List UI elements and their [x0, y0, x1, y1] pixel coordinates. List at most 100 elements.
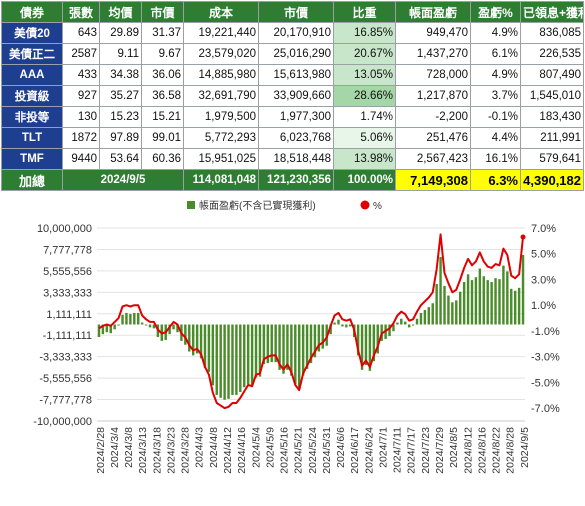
table-row: 非投等 130 15.23 15.21 1,979,500 1,977,300 … — [1, 106, 584, 128]
bar — [513, 290, 517, 325]
bar — [137, 312, 140, 325]
bar — [211, 324, 215, 386]
bar — [97, 324, 101, 338]
income-cell: 183,430 — [520, 106, 584, 128]
bar — [246, 324, 250, 385]
x-tick-label: 2024/4/3 — [194, 427, 206, 468]
qty-cell: 9440 — [62, 148, 100, 170]
x-axis: 2024/2/28 2024/3/4 2024/3/8 2024/3/13 2024/3… — [95, 420, 531, 474]
table-row: AAA 433 34.38 36.06 14,885,980 15,613,98… — [1, 64, 584, 86]
bar — [356, 324, 360, 356]
bar — [517, 287, 521, 325]
value-cell: 20,170,910 — [258, 22, 334, 44]
bar — [337, 319, 340, 325]
left-tick-label: -1,111,111 — [43, 330, 92, 342]
bar — [282, 324, 285, 374]
x-tick-label: 2024/5/31 — [321, 427, 333, 474]
avg-cell: 29.89 — [99, 22, 142, 44]
left-tick-label: -10,000,000 — [33, 416, 92, 428]
bar — [345, 324, 348, 328]
bar — [349, 324, 352, 327]
weight-cell: 13.05% — [333, 64, 396, 86]
bar — [301, 324, 305, 376]
total-date: 2024/9/5 — [62, 169, 184, 191]
value-cell: 25,016,290 — [258, 43, 334, 65]
bar — [329, 324, 332, 335]
bond-name: 美債20 — [1, 22, 63, 44]
table-row: 投資級 927 35.27 36.58 32,691,790 33,909,66… — [1, 85, 584, 107]
pct-cell: 6.1% — [470, 43, 521, 65]
pnl-cell: 2,567,423 — [395, 148, 471, 170]
bar — [411, 324, 415, 326]
x-tick-label: 2024/8/12 — [462, 427, 474, 474]
bar — [129, 313, 132, 325]
x-tick-label: 2024/2/28 — [95, 427, 107, 474]
left-tick-label: 5,555,556 — [43, 266, 92, 278]
value-cell: 18,518,448 — [258, 148, 334, 170]
bar — [294, 324, 297, 385]
line-series — [98, 233, 526, 410]
left-tick-label: 7,777,778 — [43, 244, 92, 256]
qty-cell: 130 — [62, 106, 100, 128]
income-cell: 226,535 — [520, 43, 584, 65]
bar — [243, 324, 246, 388]
legend-line-label: % — [373, 201, 382, 212]
x-tick-label: 2024/7/17 — [406, 427, 418, 474]
cost-cell: 32,691,790 — [183, 85, 259, 107]
bar — [490, 282, 493, 325]
bar — [498, 279, 501, 325]
pnl-cell: 1,437,270 — [395, 43, 471, 65]
cost-cell: 14,885,980 — [183, 64, 259, 86]
bar — [431, 303, 434, 325]
bar — [404, 321, 407, 325]
bond-name: 美債正二 — [1, 43, 63, 65]
pct-cell: 4.9% — [470, 22, 521, 44]
qty-cell: 643 — [62, 22, 100, 44]
pnl-cell: 949,470 — [395, 22, 471, 44]
pct-cell: 3.7% — [470, 85, 521, 107]
bar — [313, 324, 317, 358]
income-cell: 579,641 — [520, 148, 584, 170]
bar — [278, 324, 281, 370]
cost-cell: 1,979,500 — [183, 106, 259, 128]
value-cell: 33,909,660 — [258, 85, 334, 107]
cost-cell: 19,221,440 — [183, 22, 259, 44]
value-cell: 1,977,300 — [258, 106, 334, 128]
bar — [321, 324, 324, 349]
bar — [360, 324, 364, 370]
total-weight: 100.00% — [333, 169, 396, 191]
x-tick-label: 2024/7/1 — [377, 427, 389, 468]
header-value: 市價 — [258, 1, 334, 23]
cost-cell: 23,579,020 — [183, 43, 259, 65]
avg-cell: 9.11 — [99, 43, 142, 65]
bar — [133, 312, 136, 325]
weight-cell: 16.85% — [333, 22, 396, 44]
price-cell: 60.36 — [141, 148, 184, 170]
x-tick-label: 2024/5/16 — [278, 427, 290, 474]
bond-name: 非投等 — [1, 106, 63, 128]
bar — [494, 278, 497, 325]
bar — [227, 324, 230, 399]
right-tick-label: -1.0% — [531, 326, 560, 338]
total-cost: 114,081,048 — [183, 169, 259, 191]
header-qty: 張數 — [62, 1, 100, 23]
x-tick-label: 2024/5/4 — [250, 427, 262, 468]
table-row: 美債正二 2587 9.11 9.67 23,579,020 25,016,29… — [1, 43, 584, 65]
bar — [254, 324, 258, 378]
qty-cell: 433 — [62, 64, 100, 86]
bar — [231, 324, 234, 395]
bar — [427, 307, 431, 325]
bar — [191, 324, 195, 356]
x-tick-label: 2024/3/13 — [137, 427, 149, 474]
right-tick-label: -7.0% — [531, 403, 560, 415]
right-axis: 7.0% 5.0% 3.0% 1.0% -1.0% -3.0% -5.0% -7.0% — [531, 223, 560, 415]
income-cell: 211,991 — [520, 127, 584, 149]
bar — [439, 256, 442, 325]
price-cell: 9.67 — [141, 43, 184, 65]
right-tick-label: 3.0% — [531, 274, 556, 286]
header-cost: 成本 — [183, 1, 259, 23]
bar — [286, 324, 289, 370]
total-income: 4,390,182 — [520, 169, 584, 191]
weight-cell: 20.67% — [333, 43, 396, 65]
x-tick-label: 2024/4/16 — [236, 427, 248, 474]
